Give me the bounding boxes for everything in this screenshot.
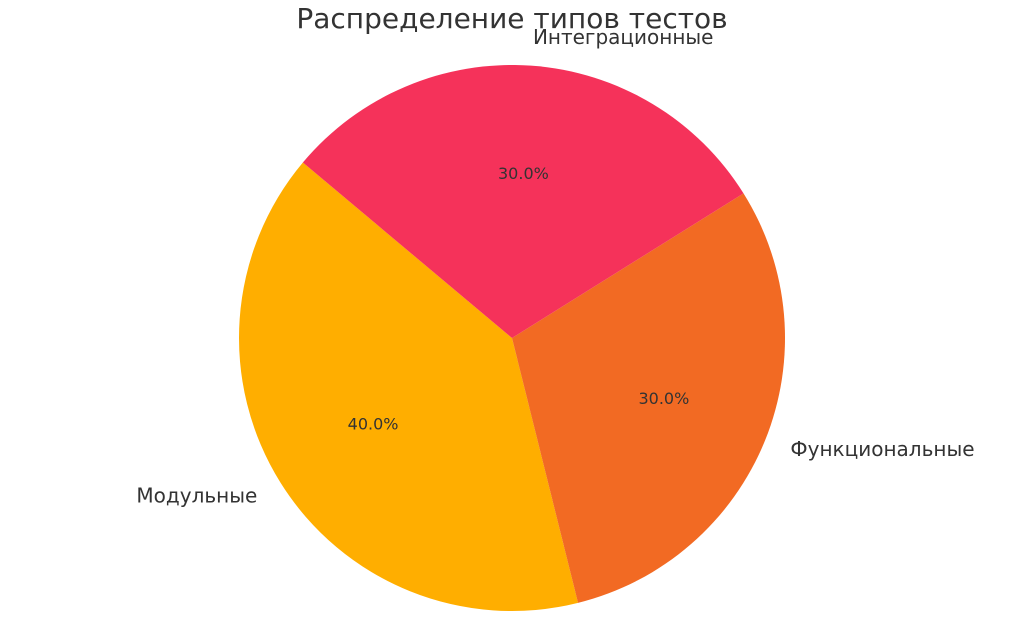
pie-slices <box>239 65 785 611</box>
chart-title: Распределение типов тестов <box>296 2 727 35</box>
slice-percent-2: 30.0% <box>638 389 689 408</box>
slice-label-2: Функциональные <box>790 437 974 461</box>
pie-slice-3 <box>302 65 744 338</box>
slice-label-1: Модульные <box>136 484 257 508</box>
slice-label-3: Интеграционные <box>533 25 714 49</box>
pie-slice-1 <box>239 162 579 611</box>
slice-percent-3: 30.0% <box>498 164 549 183</box>
slice-percent-1: 40.0% <box>348 414 399 433</box>
pie-labels: Модульные 40.0% Функциональные 30.0% Интегра… <box>136 25 974 508</box>
pie-slice-2 <box>512 193 785 603</box>
